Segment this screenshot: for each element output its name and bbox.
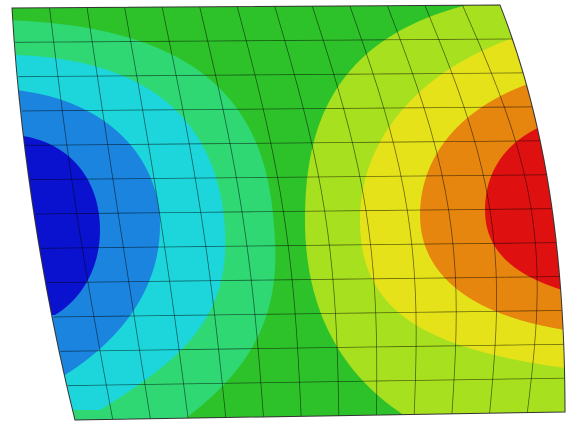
mesh	[15, 5, 565, 420]
mesh-line	[18, 72, 531, 78]
mesh-line	[41, 242, 565, 249]
mesh-line	[35, 208, 565, 215]
mesh-line	[30, 174, 565, 181]
plate-outline	[11, 4, 566, 421]
mesh-line	[53, 309, 565, 318]
mesh-line	[60, 343, 565, 352]
mesh-line	[67, 377, 565, 387]
mesh-line	[47, 275, 565, 284]
mesh-line	[15, 38, 516, 43]
mesh-line	[26, 140, 557, 146]
mesh-line	[22, 106, 545, 112]
